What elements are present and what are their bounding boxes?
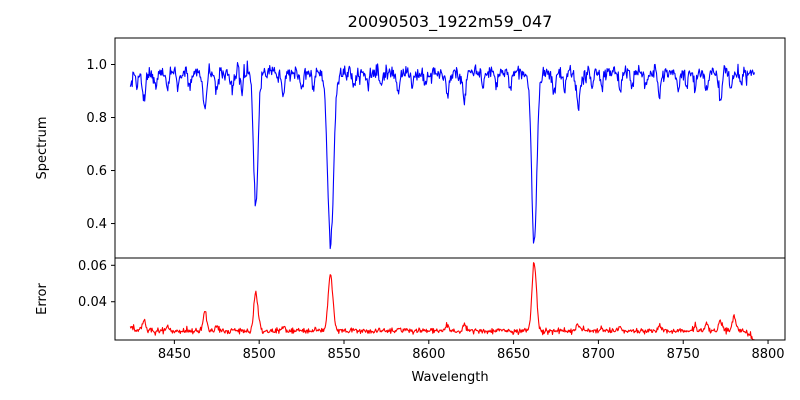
spectrum-y-tick-label: 0.6 xyxy=(86,164,107,179)
x-tick-label: 8600 xyxy=(412,347,445,362)
error-panel-border xyxy=(114,257,786,341)
error-y-axis-label: Error xyxy=(35,283,50,315)
x-tick-label: 8700 xyxy=(582,347,615,362)
spectrum-y-tick-label: 0.8 xyxy=(86,111,107,126)
x-axis-label: Wavelength xyxy=(411,370,488,385)
x-tick-label: 8750 xyxy=(667,347,700,362)
x-tick-label: 8650 xyxy=(497,347,530,362)
x-tick-label: 8500 xyxy=(243,347,276,362)
chart-title: 20090503_1922m59_047 xyxy=(348,12,553,32)
x-tick-label: 8800 xyxy=(751,347,784,362)
error-y-tick-label: 0.04 xyxy=(78,295,107,310)
error-y-tick-label: 0.06 xyxy=(78,259,107,274)
error-line xyxy=(129,262,755,340)
spectrum-y-tick-label: 0.4 xyxy=(86,217,107,232)
plot-area: 0.4 0.6 0.8 1.0 0.04 0.06 8450 8500 8550 8600 8650… xyxy=(78,37,786,362)
spectrum-line xyxy=(129,60,756,250)
spectrum-y-axis-label: Spectrum xyxy=(35,117,50,180)
x-tick-label: 8550 xyxy=(327,347,360,362)
x-tick-label: 8450 xyxy=(158,347,191,362)
spectrum-y-tick-label: 1.0 xyxy=(86,58,107,73)
